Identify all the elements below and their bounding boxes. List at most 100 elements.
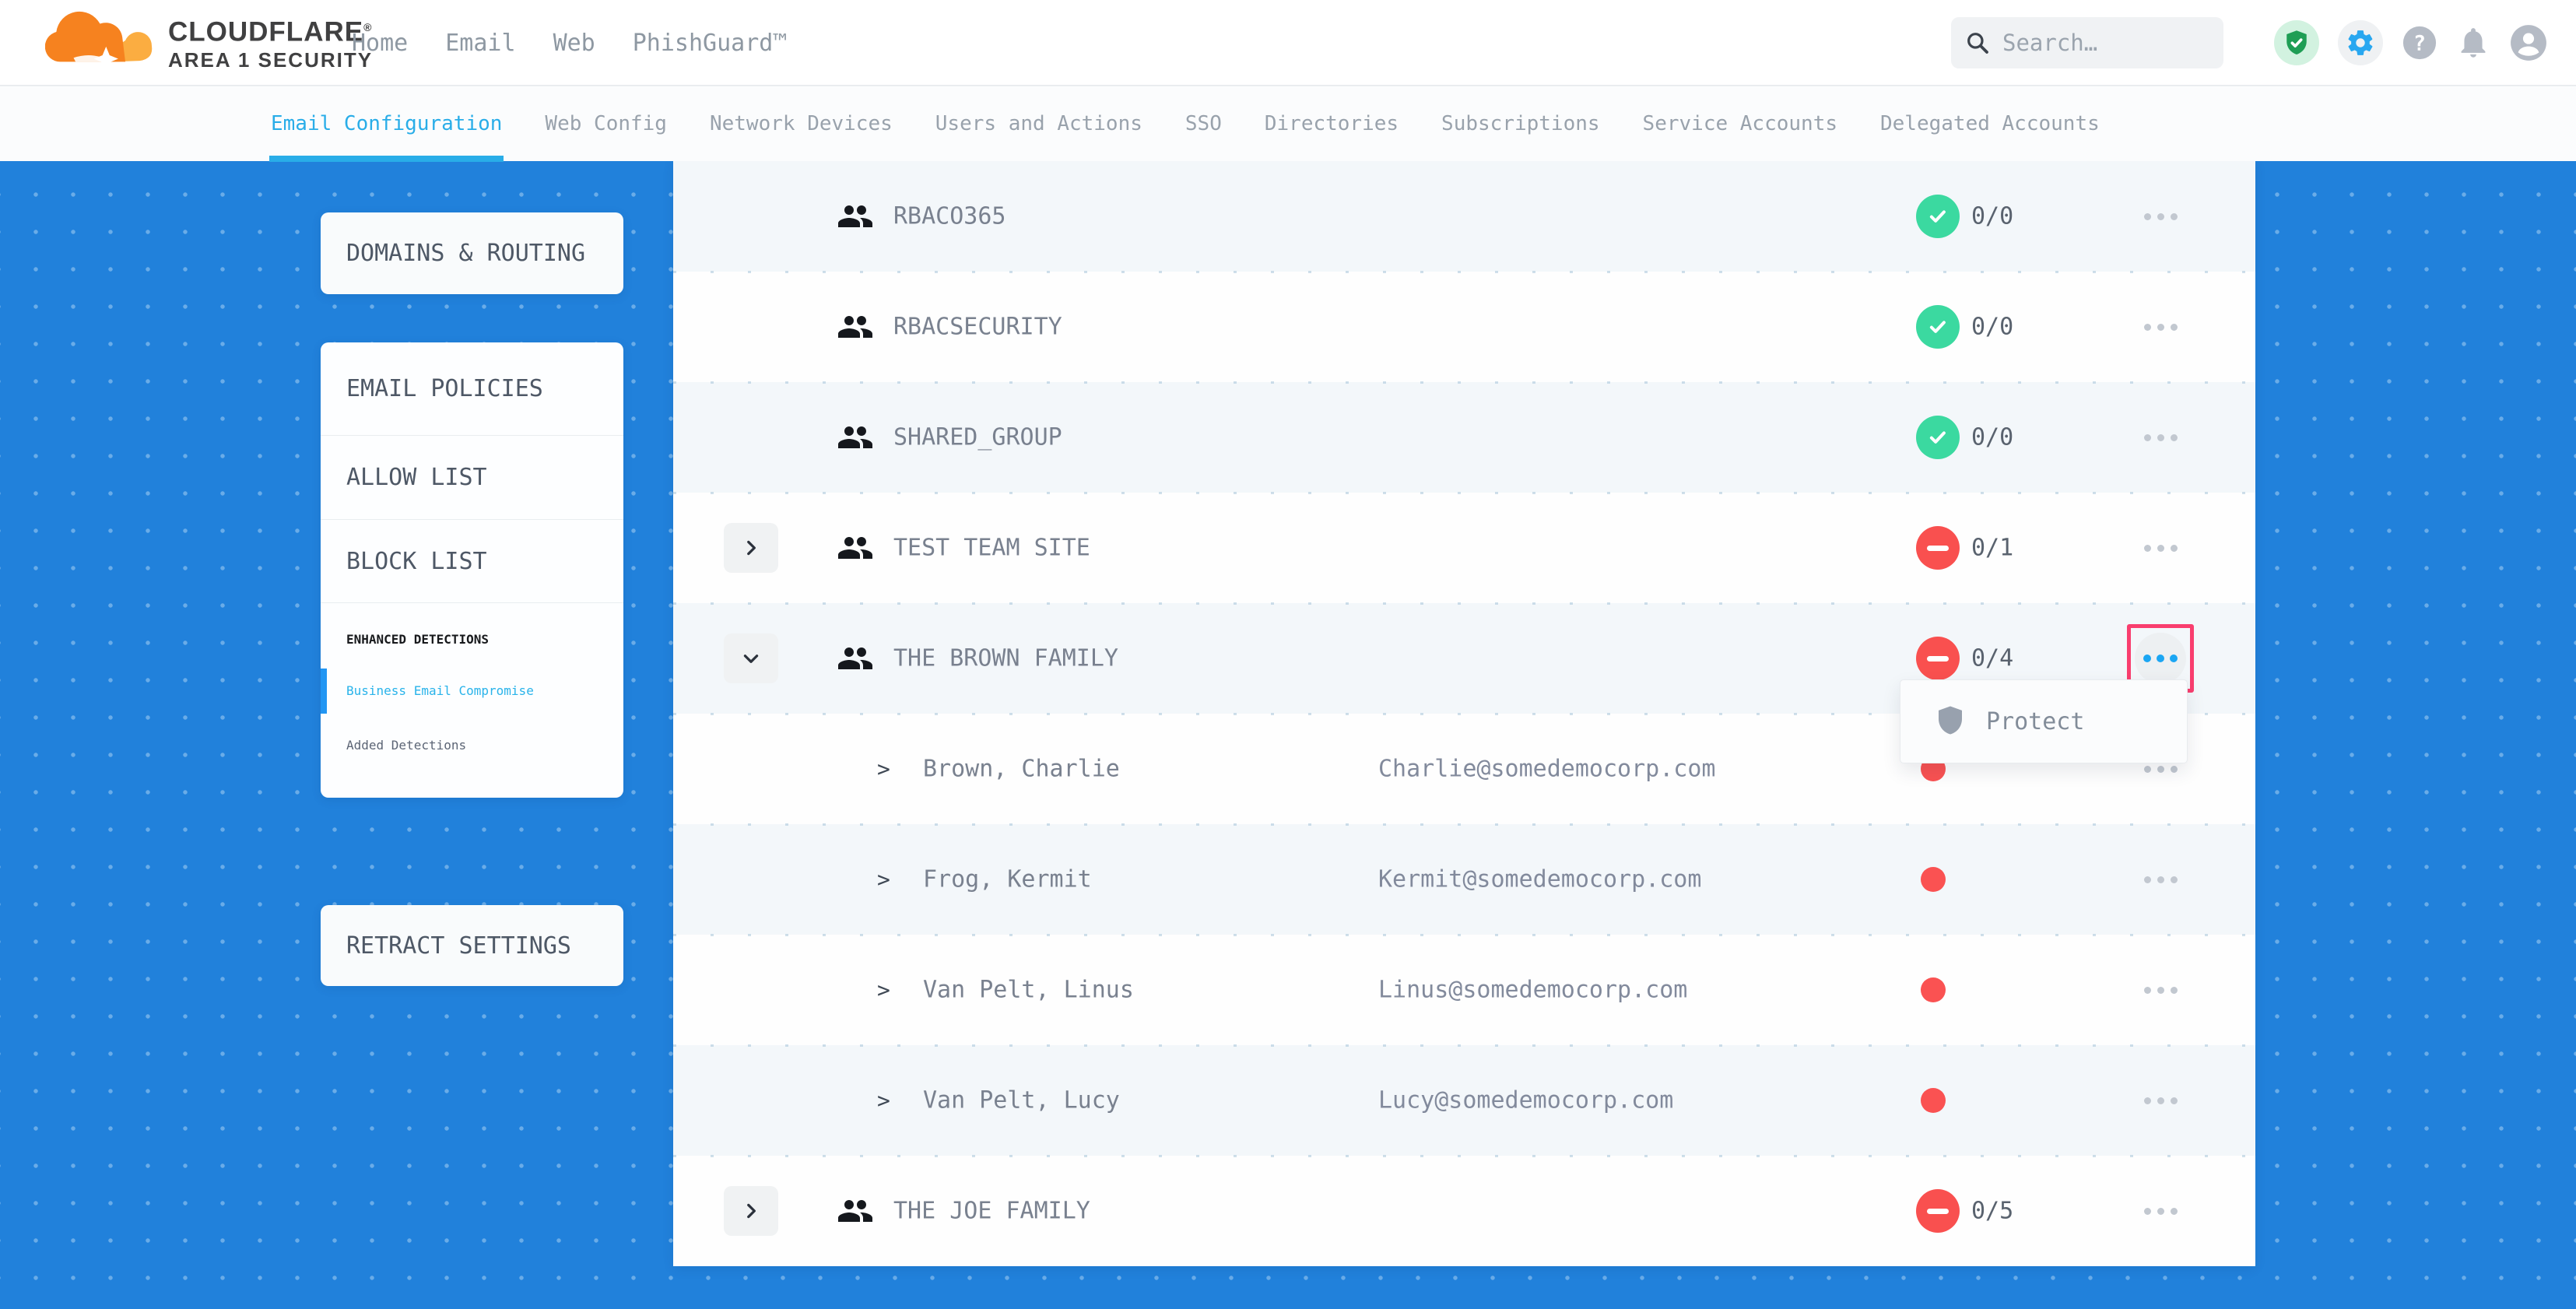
tab-web-config[interactable]: Web Config (545, 112, 667, 135)
tab-users-and-actions[interactable]: Users and Actions (935, 112, 1142, 135)
secondary-nav: Email Configuration Web Config Network D… (0, 86, 2576, 162)
help-icon[interactable]: ? (2402, 25, 2437, 61)
row-menu-button[interactable] (2129, 1180, 2192, 1242)
table-row: TEST TEAM SITE 0/1 (673, 492, 2255, 603)
bell-icon[interactable] (2456, 26, 2490, 60)
sidebar-section-enhanced-detections[interactable]: ENHANCED DETECTIONS (346, 632, 490, 647)
status-protected-icon (1916, 305, 1960, 349)
tab-directories[interactable]: Directories (1264, 112, 1399, 135)
sidebar-item-domains-routing[interactable]: DOMAINS & ROUTING (321, 212, 623, 294)
group-icon (837, 419, 874, 456)
user-icon[interactable] (2509, 23, 2548, 62)
expand-group-button[interactable] (724, 1186, 778, 1236)
groups-table: RBACO365 0/0 RBACSECURITY 0/0 SHARED_GROUP 0/… (673, 161, 2255, 1266)
status-protected-icon (1916, 195, 1960, 238)
member-chevron-icon[interactable]: > (877, 977, 890, 1003)
protection-count: 0/5 (1971, 1197, 2014, 1225)
protection-count: 0/1 (1971, 534, 2014, 562)
table-row: RBACO365 0/0 (673, 161, 2255, 272)
nav-link-web[interactable]: Web (553, 29, 595, 57)
shield-check-icon[interactable] (2274, 20, 2319, 65)
member-name: Brown, Charlie (923, 755, 1120, 783)
status-unprotected-dot (1921, 977, 1946, 1002)
group-icon (837, 198, 874, 235)
nav-link-phishguard[interactable]: PhishGuard™ (632, 29, 788, 57)
group-icon (837, 1192, 874, 1230)
brand-name: CLOUDFLARE® (168, 16, 373, 47)
member-email: Linus@somedemocorp.com (1378, 976, 1688, 1004)
row-menu-button[interactable] (2129, 517, 2192, 579)
member-name: Frog, Kermit (923, 865, 1092, 893)
sidebar-item-business-email-compromise[interactable]: Business Email Compromise (321, 669, 577, 714)
svg-text:?: ? (2413, 32, 2426, 56)
sidebar-item-email-policies[interactable]: EMAIL POLICIES (321, 342, 623, 436)
table-row: > Van Pelt, Linus Linus@somedemocorp.com (673, 934, 2255, 1045)
primary-nav: Home Email Web PhishGuard™ (352, 0, 787, 86)
member-chevron-icon[interactable]: > (877, 1087, 890, 1114)
member-email: Charlie@somedemocorp.com (1378, 755, 1716, 783)
table-row: THE BROWN FAMILY 0/4 (673, 602, 2255, 714)
tab-network-devices[interactable]: Network Devices (709, 112, 893, 135)
row-context-menu: Protect (1900, 679, 2188, 763)
row-menu-button[interactable] (2129, 296, 2192, 358)
row-menu-button[interactable] (2129, 848, 2192, 911)
row-menu-button[interactable] (2135, 633, 2186, 684)
table-row: > Frog, Kermit Kermit@somedemocorp.com (673, 823, 2255, 935)
status-unprotected-icon (1916, 637, 1960, 680)
group-name: RBACSECURITY (893, 313, 1062, 341)
group-name: SHARED_GROUP (893, 423, 1062, 451)
tab-subscriptions[interactable]: Subscriptions (1441, 112, 1600, 135)
cloudflare-cloud-icon (45, 11, 153, 72)
gear-icon[interactable] (2338, 20, 2383, 65)
search-icon (1967, 33, 1988, 54)
sidebar-item-block-list[interactable]: BLOCK LIST (321, 520, 623, 603)
protection-count: 0/0 (1971, 423, 2014, 451)
tab-service-accounts[interactable]: Service Accounts (1642, 112, 1837, 135)
menu-item-protect[interactable]: Protect (1986, 707, 2085, 735)
row-menu-button[interactable] (2129, 185, 2192, 247)
member-email: Kermit@somedemocorp.com (1378, 865, 1702, 893)
sidebar-item-added-detections[interactable]: Added Detections (346, 738, 467, 753)
tab-sso[interactable]: SSO (1184, 112, 1222, 135)
row-menu-button[interactable] (2129, 959, 2192, 1021)
search-input[interactable] (2002, 30, 2209, 56)
group-icon (837, 640, 874, 677)
table-row: > Van Pelt, Lucy Lucy@somedemocorp.com (673, 1044, 2255, 1156)
search-box[interactable] (1951, 17, 2223, 68)
group-name: THE JOE FAMILY (893, 1197, 1090, 1225)
collapse-group-button[interactable] (724, 633, 778, 683)
nav-link-email[interactable]: Email (445, 29, 516, 57)
brand-text: CLOUDFLARE® AREA 1 SECURITY (168, 12, 373, 73)
row-menu-button[interactable] (2129, 406, 2192, 469)
sidebar-email-policies-card: EMAIL POLICIES ALLOW LIST BLOCK LIST ENH… (321, 342, 623, 798)
top-bar: CLOUDFLARE® AREA 1 SECURITY Home Email W… (0, 0, 2576, 86)
expand-group-button[interactable] (724, 523, 778, 573)
status-unprotected-icon (1916, 1189, 1960, 1233)
protection-count: 0/4 (1971, 644, 2014, 672)
sidebar-item-allow-list[interactable]: ALLOW LIST (321, 436, 623, 520)
group-name: RBACO365 (893, 202, 1006, 230)
protection-count: 0/0 (1971, 313, 2014, 341)
tab-email-configuration[interactable]: Email Configuration (268, 86, 504, 162)
status-protected-icon (1916, 416, 1960, 459)
shield-icon (1939, 706, 1962, 735)
brand-subtitle: AREA 1 SECURITY (168, 48, 374, 72)
row-menu-button[interactable] (2129, 738, 2192, 800)
top-icon-cluster: ? (2274, 0, 2548, 86)
status-unprotected-dot (1921, 1088, 1946, 1113)
cloudflare-logo[interactable]: CLOUDFLARE® AREA 1 SECURITY (45, 6, 373, 78)
row-menu-button[interactable] (2129, 1069, 2192, 1132)
tab-delegated-accounts[interactable]: Delegated Accounts (1880, 112, 2100, 135)
group-name: THE BROWN FAMILY (893, 644, 1118, 672)
member-chevron-icon[interactable]: > (877, 866, 890, 893)
group-name: TEST TEAM SITE (893, 534, 1090, 562)
status-unprotected-icon (1916, 526, 1960, 570)
member-name: Van Pelt, Linus (923, 976, 1134, 1004)
table-row: SHARED_GROUP 0/0 (673, 381, 2255, 493)
nav-link-home[interactable]: Home (352, 29, 409, 57)
protection-count: 0/0 (1971, 202, 2014, 230)
member-chevron-icon[interactable]: > (877, 756, 890, 782)
table-row: RBACSECURITY 0/0 (673, 271, 2255, 382)
sidebar-item-retract-settings[interactable]: RETRACT SETTINGS (321, 905, 623, 986)
status-unprotected-dot (1921, 867, 1946, 892)
